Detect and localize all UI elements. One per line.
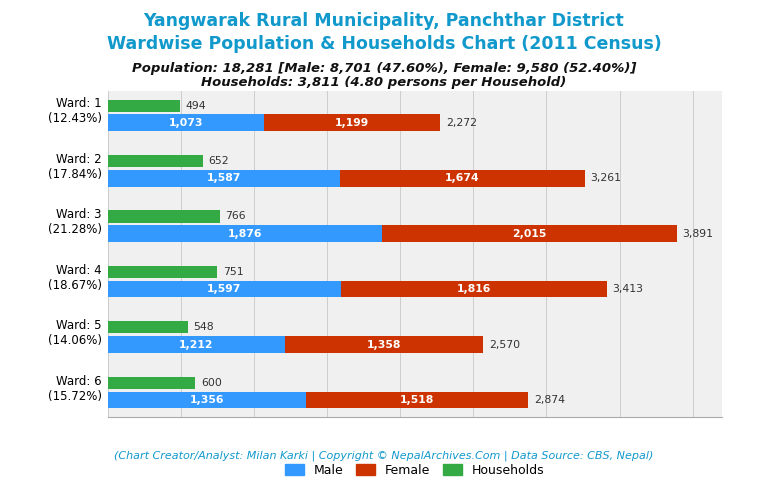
Bar: [108, 170, 339, 186]
Text: 2,272: 2,272: [445, 118, 477, 128]
Text: 1,199: 1,199: [335, 118, 369, 128]
Text: 1,587: 1,587: [207, 173, 241, 183]
Text: 1,816: 1,816: [457, 284, 492, 294]
Bar: [264, 114, 440, 131]
Text: 1,358: 1,358: [367, 340, 402, 350]
Text: 1,212: 1,212: [179, 340, 214, 350]
Text: 494: 494: [186, 101, 207, 110]
Text: 600: 600: [201, 378, 222, 388]
Bar: [108, 114, 264, 131]
Text: 1,073: 1,073: [169, 118, 204, 128]
Bar: [339, 170, 584, 186]
Text: 766: 766: [226, 211, 246, 221]
Bar: [108, 391, 306, 408]
Text: Yangwarak Rural Municipality, Panchthar District: Yangwarak Rural Municipality, Panchthar …: [144, 12, 624, 31]
Text: 1,876: 1,876: [227, 229, 262, 239]
Text: 3,261: 3,261: [591, 173, 621, 183]
Bar: [108, 211, 220, 222]
Text: (Chart Creator/Analyst: Milan Karki | Copyright © NepalArchives.Com | Data Sourc: (Chart Creator/Analyst: Milan Karki | Co…: [114, 451, 654, 461]
Text: 1,356: 1,356: [190, 395, 224, 405]
Bar: [108, 100, 180, 112]
Text: 2,015: 2,015: [512, 229, 547, 239]
Text: 3,413: 3,413: [613, 284, 644, 294]
Text: 548: 548: [194, 322, 214, 332]
Text: Population: 18,281 [Male: 8,701 (47.60%), Female: 9,580 (52.40%)]: Population: 18,281 [Male: 8,701 (47.60%)…: [132, 62, 636, 74]
Text: 652: 652: [209, 156, 230, 166]
Bar: [306, 391, 528, 408]
Text: 2,570: 2,570: [489, 340, 521, 350]
Legend: Male, Female, Households: Male, Female, Households: [280, 459, 549, 482]
Bar: [108, 377, 195, 389]
Text: 1,597: 1,597: [207, 284, 241, 294]
Text: Wardwise Population & Households Chart (2011 Census): Wardwise Population & Households Chart (…: [107, 35, 661, 53]
Text: Households: 3,811 (4.80 persons per Household): Households: 3,811 (4.80 persons per Hous…: [201, 76, 567, 89]
Bar: [108, 281, 341, 297]
Text: 2,874: 2,874: [534, 395, 564, 405]
Bar: [108, 336, 285, 353]
Text: 1,518: 1,518: [400, 395, 434, 405]
Bar: [108, 225, 382, 242]
Bar: [341, 281, 607, 297]
Bar: [108, 321, 187, 333]
Text: 1,674: 1,674: [445, 173, 479, 183]
Text: 751: 751: [223, 267, 244, 277]
Bar: [285, 336, 484, 353]
Bar: [108, 266, 217, 278]
Text: 3,891: 3,891: [683, 229, 713, 239]
Bar: [108, 155, 203, 167]
Bar: [382, 225, 677, 242]
